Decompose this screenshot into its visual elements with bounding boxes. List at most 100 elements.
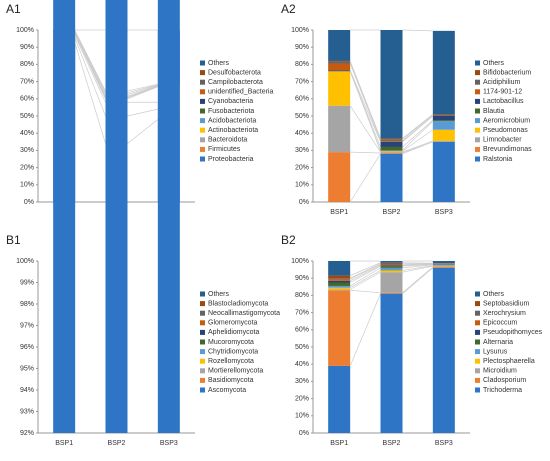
legend-swatch [475,329,480,335]
bar-segment [432,116,455,121]
bar-segment [380,146,403,151]
bar-segment [328,61,351,64]
bar-segment [380,138,403,140]
bar-segment [432,30,455,115]
legend-swatch [475,368,480,374]
bar-segment [380,30,403,139]
connector-line [127,84,158,94]
legend-label: Epicoccum [483,320,517,327]
connector-line [402,266,434,294]
connector-line [402,262,433,264]
legend-label: Mucoromycota [208,339,254,346]
x-tick-label: BSP2 [383,440,401,447]
legend-label: Cladosporium [483,377,526,384]
connector-line [349,63,381,142]
y-tick-label: 95% [20,365,34,372]
connector-line [127,85,158,98]
legend-label: Xerochrysium [483,310,526,317]
y-tick-label: 100% [291,27,309,34]
legend-swatch [200,320,205,326]
connector-line [402,114,434,140]
bar-segment [432,141,455,202]
connector-line [402,263,433,265]
connector-line [402,120,434,151]
bar-segment [380,153,403,202]
y-tick-label: 10% [295,182,309,189]
y-tick-label: 20% [295,164,309,171]
bar-segment [380,293,403,433]
bar-segment [328,71,351,106]
bar-segment [380,266,403,268]
legend-label: Acidiphilium [483,79,521,86]
legend-label: 1174-901-12 [483,89,522,96]
legend-swatch [475,118,480,124]
connector-line [402,267,434,294]
bar-segment [105,0,128,434]
connector-line [402,29,433,32]
bar-segment [328,30,351,61]
bar-segment [380,151,403,153]
bar-segment [380,270,403,273]
y-tick-label: 10% [20,182,34,189]
legend-swatch [475,98,480,104]
legend-label: Proteobacteria [208,156,254,163]
bar-segment [53,0,76,433]
connector-line [349,267,381,287]
bar-segment [432,267,455,433]
legend-swatch [475,358,480,364]
y-tick-label: 70% [295,309,309,316]
bar-segment [328,365,351,433]
legend-label: Ascomycota [208,387,246,394]
connector-line [74,43,106,144]
bar-segment [432,140,455,142]
legend-label: Pseudopithomyces [483,329,543,336]
y-tick-label: 90% [295,275,309,282]
legend-swatch [475,301,480,307]
legend-swatch [200,301,205,307]
legend-swatch [475,137,480,143]
connector-line [402,264,433,269]
bar-segment [328,152,351,202]
bar-segment [328,278,351,280]
legend-label: Trichoderma [483,387,522,394]
legend-label: Blautia [483,108,505,115]
connector-line [74,38,106,117]
x-tick-label: BSP3 [435,440,453,447]
connector-line [350,289,381,294]
legend-label: Limnobacter [483,137,522,144]
bar-segment [432,121,455,130]
connector-line [402,265,433,271]
legend-swatch [200,137,205,143]
connector-line [349,70,381,142]
connector-line [402,114,434,139]
bar-segment [432,115,455,116]
panel-title: B1 [6,233,21,247]
legend-swatch [475,339,480,345]
connector-line [349,271,381,290]
y-tick-label: 60% [295,96,309,103]
y-tick-label: 30% [295,378,309,385]
connector-line [349,270,381,288]
bar-segment [328,105,351,153]
x-tick-label: BSP3 [435,209,453,216]
legend-label: Aeromicrobium [483,117,530,124]
connector-line [402,263,433,266]
legend-label: Septobasidium [483,300,529,307]
legend-swatch [200,127,205,133]
bar-segment [328,289,351,291]
legend-swatch [475,387,480,393]
y-tick-label: 10% [295,413,309,420]
bar-segment [328,285,351,288]
x-tick-label: BSP2 [383,209,401,216]
legend-swatch [200,368,205,374]
connector-line [127,83,158,92]
legend-label: Blastocladiomycota [208,300,268,307]
connector-line [127,85,158,97]
y-tick-label: 99% [20,279,34,286]
bar-segment [328,70,351,72]
legend-label: Desulfobacterota [208,69,261,76]
legend-label: Brevundimonas [483,146,532,153]
legend-label: Chytridiomycota [208,348,258,355]
connector-line [350,151,381,154]
connector-line [349,293,381,367]
